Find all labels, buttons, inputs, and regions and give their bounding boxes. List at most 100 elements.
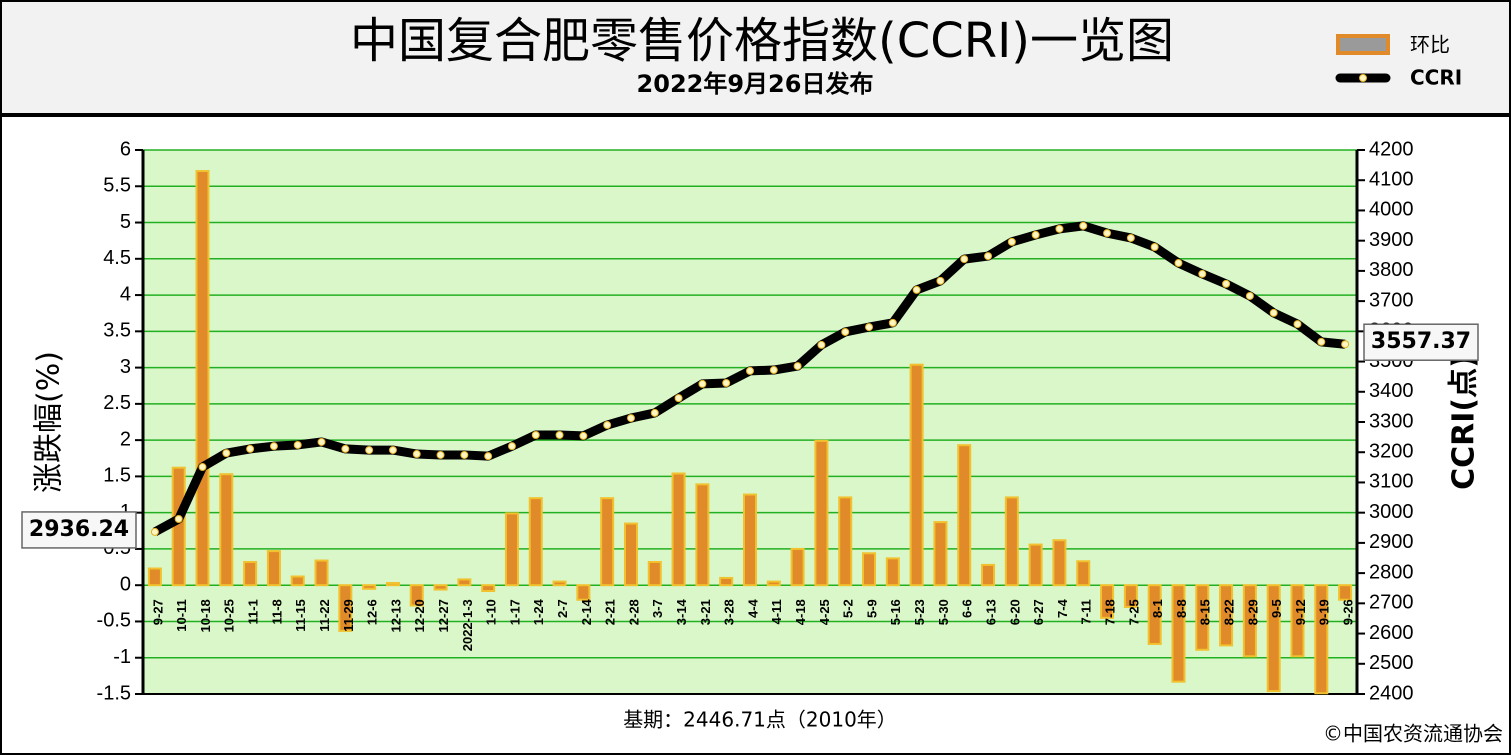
ccri-point <box>722 379 731 388</box>
y-tick-label: 4 <box>120 283 131 305</box>
x-tick-label: 4-18 <box>793 599 808 625</box>
y-tick-label: 1.5 <box>103 465 131 487</box>
x-tick-label: 10-18 <box>198 599 213 632</box>
x-tick-label: 4-4 <box>745 598 760 618</box>
legend-dot <box>1359 74 1367 82</box>
legend-label: CCRI <box>1410 66 1462 90</box>
bar <box>957 444 972 587</box>
bar <box>623 522 638 587</box>
bar <box>576 584 591 601</box>
bar <box>647 560 662 587</box>
y2-tick-label: 3200 <box>1369 441 1414 463</box>
ccri-point <box>317 437 326 446</box>
x-tick-label: 2022-1-3 <box>460 599 475 651</box>
ccri-point <box>1222 279 1231 288</box>
x-tick-label: 11-1 <box>246 599 261 624</box>
x-tick-label: 1-10 <box>484 599 499 625</box>
x-tick-label: 4-11 <box>769 599 784 624</box>
x-tick-label: 7-25 <box>1126 599 1141 625</box>
bar <box>862 552 877 587</box>
ccri-point <box>1150 243 1159 252</box>
x-tick-label: 8-22 <box>1222 599 1237 625</box>
ccri-point <box>1269 308 1278 317</box>
bar <box>1123 584 1138 608</box>
bar <box>671 472 686 587</box>
ccri-point <box>1198 269 1207 278</box>
ccri-point <box>412 450 421 459</box>
ccri-point <box>698 379 707 388</box>
bar <box>1147 584 1162 645</box>
x-tick-label: 7-11 <box>1079 599 1094 624</box>
bar <box>504 512 519 587</box>
header-bg <box>2 2 1509 114</box>
ccri-point <box>1126 233 1135 242</box>
x-tick-label: 11-22 <box>317 599 332 632</box>
bar <box>719 576 734 587</box>
ccri-point <box>579 431 588 440</box>
bar <box>909 363 924 587</box>
x-tick-label: 6-6 <box>960 599 975 618</box>
bar <box>1028 543 1043 587</box>
x-tick-label: 2-28 <box>626 599 641 625</box>
bar <box>147 567 162 587</box>
y2-tick-label: 3000 <box>1369 501 1414 523</box>
x-tick-label: 9-5 <box>1269 599 1284 618</box>
label-box <box>21 511 137 549</box>
x-tick-label: 5-23 <box>912 599 927 625</box>
bar <box>385 582 400 587</box>
ccri-point <box>388 446 397 455</box>
ccri-point <box>436 450 445 459</box>
ccri-point <box>1031 230 1040 239</box>
x-tick-label: 9-12 <box>1293 599 1308 625</box>
x-tick-label: 4-25 <box>817 599 832 625</box>
ccri-point <box>769 366 778 375</box>
x-tick-label: 5-9 <box>864 599 879 618</box>
bar <box>600 497 615 587</box>
ccri-point <box>1293 320 1302 329</box>
y-tick-label: 6 <box>120 138 131 160</box>
x-tick-label: 6-20 <box>1007 599 1022 625</box>
ccri-point <box>603 421 612 430</box>
x-tick-label: 9-19 <box>1317 599 1332 625</box>
x-tick-label: 6-27 <box>1031 599 1046 625</box>
x-tick-label: 2-21 <box>603 599 618 625</box>
legend-label: 环比 <box>1410 33 1450 57</box>
ccri-point <box>1007 237 1016 246</box>
ccri-point <box>865 323 874 332</box>
chart-subtitle: 2022年9月26日发布 <box>637 70 874 98</box>
bar <box>1052 539 1067 587</box>
bar <box>1100 584 1115 619</box>
bar <box>314 559 329 587</box>
bar <box>790 547 805 587</box>
bar <box>814 439 829 587</box>
x-tick-label: 9-27 <box>150 599 165 625</box>
bar <box>1242 584 1257 658</box>
ccri-point <box>1079 221 1088 230</box>
label-box <box>1363 323 1479 361</box>
y-tick-label: 3.5 <box>103 320 131 342</box>
y2-tick-label: 2600 <box>1369 622 1414 644</box>
x-tick-label: 10-25 <box>222 599 237 632</box>
ccri-point <box>1174 259 1183 268</box>
value-label: 2936.24 <box>29 517 129 542</box>
ccri-point <box>484 452 493 461</box>
ccri-point <box>1341 340 1350 349</box>
ccri-point <box>793 362 802 371</box>
ccri-point <box>936 276 945 285</box>
x-tick-label: 8-1 <box>1150 599 1165 618</box>
bar <box>552 580 567 587</box>
y-tick-label: 4.5 <box>103 247 131 269</box>
x-tick-label: 5-2 <box>841 599 856 618</box>
x-tick-label: 12-20 <box>412 599 427 632</box>
x-tick-label: 3-14 <box>674 598 689 625</box>
x-tick-label: 8-15 <box>1198 599 1213 625</box>
bar <box>838 496 853 587</box>
y2-tick-label: 3400 <box>1369 380 1414 402</box>
y2-tick-label: 2400 <box>1369 682 1414 704</box>
x-tick-label: 1-17 <box>507 599 522 625</box>
y-tick-label: 2 <box>120 428 131 450</box>
bar <box>1195 584 1210 651</box>
x-tick-label: 7-18 <box>1102 599 1117 625</box>
bar <box>1338 584 1353 601</box>
